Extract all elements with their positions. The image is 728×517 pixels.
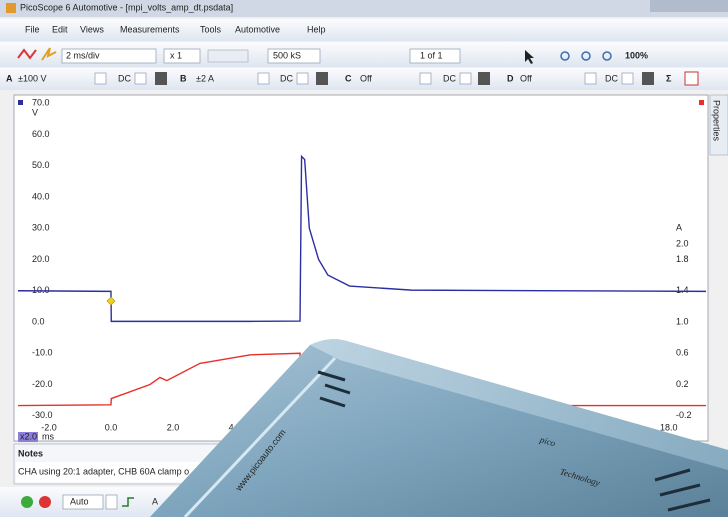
menu-item[interactable]: Measurements [120,24,180,34]
channel-coupling[interactable]: DC [280,73,293,83]
trigger-mode-label: Auto [70,496,89,506]
y-tick-label: 0.0 [32,316,45,326]
stop-button[interactable] [39,496,51,508]
menu-item[interactable]: Views [80,24,104,34]
channel-options[interactable] [642,72,654,85]
dropdown[interactable] [585,73,596,84]
channel-name: D [507,73,514,83]
app-icon [6,3,16,13]
zoom: x 1 [170,50,182,60]
y-axis-unit: V [32,107,38,117]
channel-range[interactable]: ±2 A [196,73,214,83]
dropdown[interactable] [297,73,308,84]
x-tick-label: -2.0 [41,422,57,432]
timebase: 2 ms/div [66,50,100,60]
x-tick-label: 0.0 [105,422,118,432]
y-tick-label: 70.0 [32,98,50,108]
view-zoom[interactable]: 100% [625,50,648,60]
side-tab-label[interactable]: Properties [712,100,722,142]
samples: 500 kS [273,50,301,60]
ref-button[interactable] [685,72,698,85]
y-tick-label: 60.0 [32,129,50,139]
dropdown[interactable] [460,73,471,84]
y2-tick-label: 0.6 [676,348,689,358]
channel-a-marker [18,100,23,105]
dropdown[interactable] [95,73,106,84]
start-button[interactable] [21,496,33,508]
dropdown[interactable] [135,73,146,84]
y-tick-label: 50.0 [32,160,50,170]
channel-coupling[interactable]: DC [443,73,456,83]
menu-item[interactable]: Help [307,24,326,34]
y-tick-label: 10.0 [32,285,50,295]
math-button[interactable]: Σ [666,73,672,83]
y2-tick-label: 1.8 [676,254,689,264]
window-title: PicoScope 6 Automotive - [mpi_volts_amp_… [20,2,233,12]
menu-item[interactable]: Tools [200,24,222,34]
window-controls [650,0,728,12]
trigger-channel: A [152,496,158,506]
menu-item[interactable]: Automotive [235,24,280,34]
dropdown[interactable] [622,73,633,84]
y2-axis-unit: A [676,222,682,232]
y2-tick-label: 1.4 [676,285,689,295]
x-tick-label: 2.0 [167,422,180,432]
channel-range[interactable]: Off [520,73,532,83]
y-tick-label: 30.0 [32,223,50,233]
dropdown[interactable] [106,495,117,509]
y-tick-label: 40.0 [32,191,50,201]
channel-range[interactable]: ±100 V [18,73,46,83]
menu-item[interactable]: Edit [52,24,68,34]
dropdown[interactable] [420,73,431,84]
y-tick-label: -10.0 [32,348,53,358]
y2-tick-label: -0.2 [676,410,692,420]
y2-tick-label: 1.0 [676,316,689,326]
zoom-buttons[interactable] [208,50,248,62]
notes-text: CHA using 20:1 adapter, CHB 60A clamp o [18,466,189,476]
zoom-label: x2.0 [20,431,37,441]
menu-bar [0,19,728,41]
channel-options[interactable] [155,72,167,85]
y-tick-label: 20.0 [32,254,50,264]
app-window: PicoScope 6 Automotive - [mpi_volts_amp_… [0,0,728,517]
menu-item[interactable]: File [25,24,40,34]
y2-tick-label: 2.0 [676,238,689,248]
notes-title: Notes [18,448,43,458]
channel-options[interactable] [478,72,490,85]
y-tick-label: -30.0 [32,410,53,420]
y2-tick-label: 0.2 [676,379,689,389]
channel-name: B [180,73,187,83]
x-axis-unit: ms [42,431,54,441]
buffer: 1 of 1 [420,50,443,60]
dropdown[interactable] [258,73,269,84]
channel-b-marker [699,100,704,105]
x-tick-label: 18.0 [660,422,678,432]
channel-name: C [345,73,352,83]
channel-range[interactable]: Off [360,73,372,83]
channel-name: A [6,73,13,83]
channel-options[interactable] [316,72,328,85]
channel-coupling[interactable]: DC [118,73,131,83]
channel-coupling[interactable]: DC [605,73,618,83]
y-tick-label: -20.0 [32,379,53,389]
